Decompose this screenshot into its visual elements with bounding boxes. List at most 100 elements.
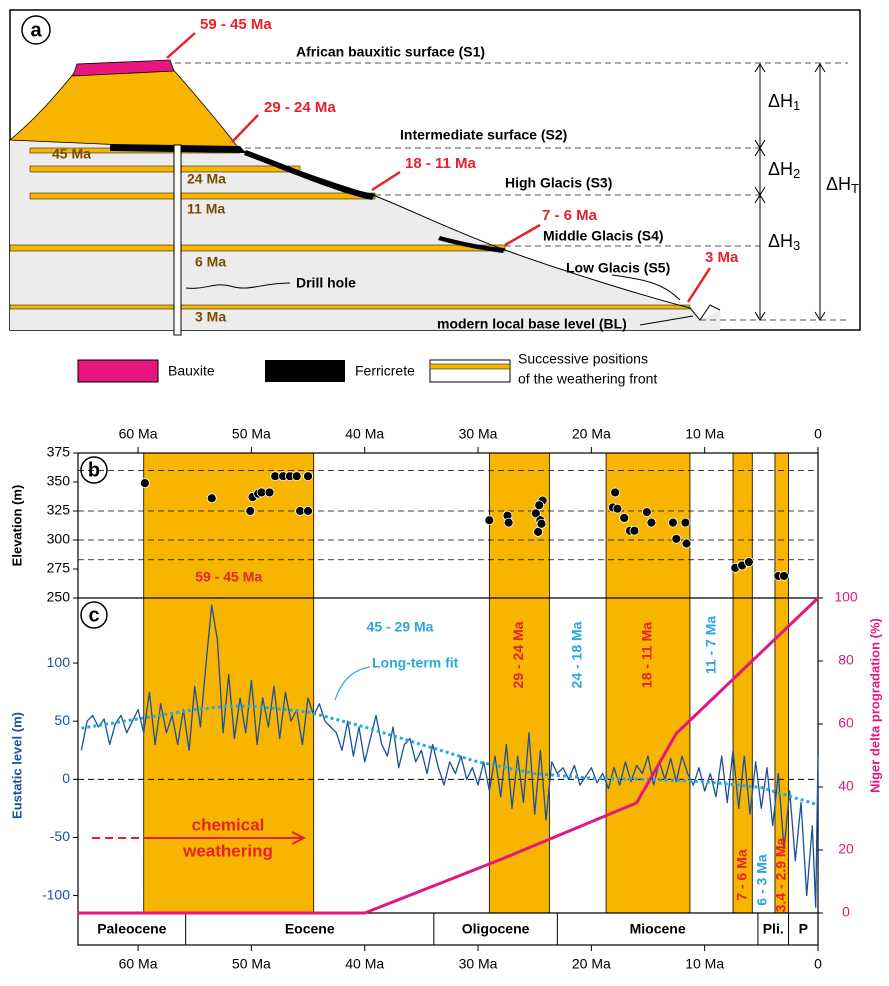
interval-label: 11 - 7 Ma xyxy=(703,616,719,675)
x-tick-label: 40 Ma xyxy=(345,426,384,442)
age-arrow xyxy=(504,223,541,247)
y-tick-label: 300 xyxy=(47,531,71,547)
band-label: 29 - 24 Ma xyxy=(510,621,526,688)
sample-point xyxy=(245,506,256,516)
process-label: weathering xyxy=(182,841,273,860)
delta-main: ΔH xyxy=(768,231,793,251)
y-axis-title: Eustatic level (m) xyxy=(9,712,24,819)
delta-main: ΔH xyxy=(826,174,851,194)
sample-point xyxy=(743,557,754,567)
front-6 xyxy=(9,244,506,252)
epoch-label: Miocene xyxy=(630,921,686,937)
x-tick-label: 30 Ma xyxy=(459,426,498,442)
surface-label: African bauxitic surface (S1) xyxy=(296,44,485,60)
y2-tick-label: 0 xyxy=(842,904,850,920)
delta-main: ΔH xyxy=(768,91,793,111)
sample-point xyxy=(629,525,640,536)
x-tick-label: 40 Ma xyxy=(345,956,384,972)
layer-age: 45 Ma xyxy=(52,146,91,162)
age-label: 18 - 11 Ma xyxy=(405,155,477,172)
y-tick-label: 275 xyxy=(47,560,71,576)
surface-label: Low Glacis (S5) xyxy=(566,260,670,276)
series-line xyxy=(78,596,820,915)
weathering-arrow xyxy=(150,831,307,845)
arrowheads xyxy=(754,63,826,321)
fit-label: Long-term fit xyxy=(372,655,459,671)
age-arrow xyxy=(686,267,712,303)
y-tick-label: 250 xyxy=(47,589,71,605)
sample-point xyxy=(503,517,514,528)
legend-swatch xyxy=(265,360,345,382)
delta-sub: T xyxy=(851,181,859,196)
legend-label: of the weathering front xyxy=(518,371,657,387)
surface-lines xyxy=(175,62,848,321)
x-tick-label: 50 Ma xyxy=(232,426,271,442)
delta-sub: 2 xyxy=(793,166,800,181)
front-24 xyxy=(29,165,301,173)
series-line xyxy=(81,704,819,807)
y-axis-title: Elevation (m) xyxy=(9,485,24,567)
legend-label: Ferricrete xyxy=(355,363,415,379)
legend-label: Successive positions xyxy=(518,351,648,367)
front-11 xyxy=(29,192,376,200)
layer-age: 11 Ma xyxy=(187,201,225,217)
terrain xyxy=(10,140,720,330)
age-label: 7 - 6 Ma xyxy=(542,207,598,224)
surface-label: High Glacis (S3) xyxy=(505,175,612,191)
y2-tick-label: 80 xyxy=(838,652,854,668)
y-tick-label: 325 xyxy=(47,502,71,518)
x-tick-label: 60 Ma xyxy=(119,426,158,442)
delta-label: ΔH2 xyxy=(768,159,800,182)
surface-label: modern local base level (BL) xyxy=(437,316,627,332)
sample-point xyxy=(534,500,545,511)
panel-badge xyxy=(80,601,108,629)
x-tick-label: 10 Ma xyxy=(685,956,724,972)
sample-point xyxy=(681,538,692,549)
sample-point xyxy=(779,571,789,581)
drill-hole-label: Drill hole xyxy=(296,275,356,291)
age-label: 3 Ma xyxy=(705,249,739,266)
y-tick-label: 350 xyxy=(47,473,71,489)
drill-hole xyxy=(173,144,182,336)
sample-point xyxy=(612,503,623,514)
age-label: 59 - 45 Ma xyxy=(200,16,272,33)
y-tick-label: 0 xyxy=(62,770,70,786)
time-band xyxy=(605,452,691,914)
sample-point xyxy=(671,533,682,544)
epoch-label: Eocene xyxy=(285,921,335,937)
band-label: 3.4 - 2.9 Ma xyxy=(772,837,788,912)
interval-label: 45 - 29 Ma xyxy=(367,619,434,635)
x-tick-label: 0 xyxy=(814,426,822,442)
delta-arrows xyxy=(754,63,826,321)
sample-point xyxy=(536,518,547,529)
band-label: 7 - 6 Ma xyxy=(733,849,749,901)
sample-point xyxy=(668,517,678,528)
y2-axis-title: Niger delta progradation (%) xyxy=(867,618,882,793)
y2-tick-label: 40 xyxy=(838,778,854,794)
y2-tick-label: 60 xyxy=(838,715,854,731)
legend-swatch xyxy=(429,359,511,383)
ferricrete-s4 xyxy=(438,236,505,253)
leader xyxy=(185,282,291,289)
time-band xyxy=(732,452,753,914)
sample-point xyxy=(530,508,541,519)
x-tick-label: 30 Ma xyxy=(459,956,498,972)
panel-label: c xyxy=(88,604,99,626)
delta-label: ΔH1 xyxy=(768,91,800,114)
sample-point xyxy=(533,526,543,537)
x-tick-label: 50 Ma xyxy=(232,956,271,972)
layer-age: 3 Ma xyxy=(195,309,226,325)
sample-point xyxy=(484,515,495,526)
sample-point xyxy=(206,493,217,504)
time-band xyxy=(143,452,315,914)
x-tick-label: 20 Ma xyxy=(572,426,611,442)
x-tick-label: 0 xyxy=(814,956,822,972)
panel-label: a xyxy=(30,19,42,41)
time-plots: 60 Ma 50 Ma 40 Ma 30 Ma 20 Ma 10 Ma 0 60 Ma 50 M… xyxy=(9,426,882,972)
age-arrow xyxy=(231,114,259,143)
sample-point xyxy=(264,487,275,498)
delta-main: ΔH xyxy=(768,159,793,179)
epoch-label: Pli. xyxy=(763,921,784,937)
legend-swatch xyxy=(77,359,159,383)
